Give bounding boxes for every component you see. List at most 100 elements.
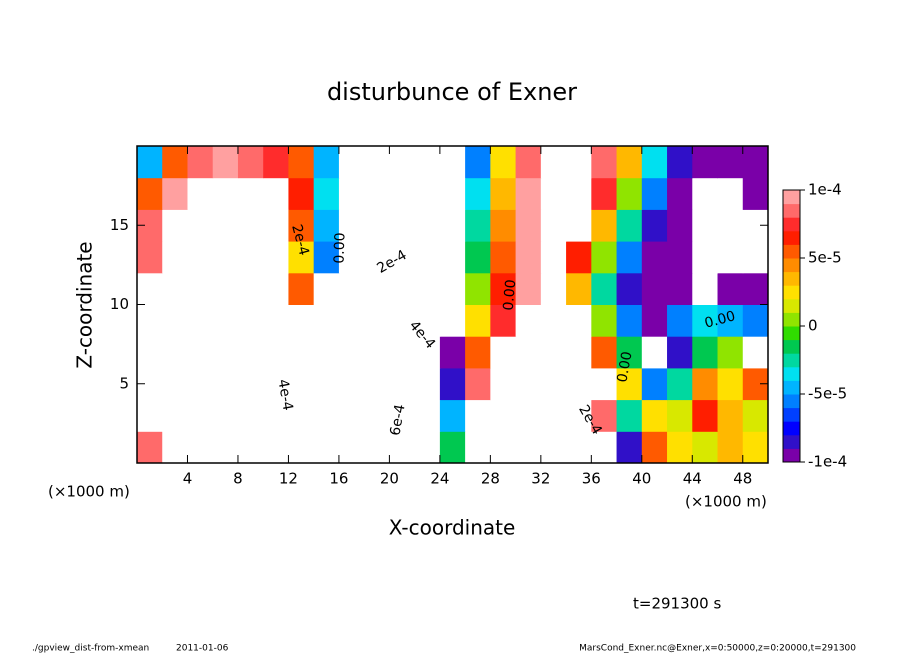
field-cell: [162, 399, 188, 432]
field-cell: [288, 304, 315, 337]
field-cell: [313, 146, 340, 179]
field-cell: [414, 272, 441, 305]
field-cell: [212, 209, 239, 242]
field-cell: [566, 431, 592, 464]
field-cell: [591, 146, 618, 179]
field-cell: [263, 146, 289, 179]
field-cell: [490, 367, 517, 401]
field-cell: [692, 336, 719, 369]
field-cell: [263, 399, 289, 432]
colorbar-tick-label: -1e-4: [808, 453, 847, 471]
field-cell: [667, 241, 693, 274]
chart-title: disturbunce of Exner: [327, 78, 577, 106]
colorbar-band: [783, 217, 800, 232]
field-cell: [263, 209, 289, 242]
field-cell: [641, 241, 668, 274]
colorbar-band: [783, 353, 800, 368]
field-cell: [692, 241, 719, 274]
field-cell: [717, 399, 744, 432]
field-cell: [414, 209, 441, 242]
field-cell: [742, 177, 769, 210]
field-cell: [237, 367, 264, 401]
field-cell: [742, 272, 769, 305]
footer-left: ./gpview_dist-from-xmean: [32, 644, 149, 654]
field-cell: [162, 209, 188, 242]
field-cell: [742, 241, 769, 274]
field-cell: [137, 399, 163, 432]
field-cell: [313, 431, 340, 464]
field-cell: [692, 177, 719, 210]
field-cell: [490, 304, 517, 337]
field-cell: [313, 177, 340, 210]
field-cell: [288, 146, 315, 179]
field-cell: [717, 336, 744, 369]
field-cell: [641, 272, 668, 305]
field-cell: [667, 304, 693, 337]
field-cell: [212, 241, 239, 274]
field-cell: [540, 177, 567, 210]
field-cell: [313, 272, 340, 305]
field-cell: [212, 336, 239, 369]
colorbar-tick-label: 5e-5: [808, 249, 842, 267]
field-cell: [616, 367, 643, 401]
field-cell: [237, 272, 264, 305]
field-cell: [389, 367, 416, 401]
field-cell: [162, 431, 188, 464]
field-cell: [515, 304, 542, 337]
colorbar-tick-label: 1e-4: [808, 181, 842, 199]
field-cell: [389, 272, 416, 305]
field-cell: [237, 431, 264, 464]
field-cell: [465, 336, 491, 369]
field-cell: [313, 209, 340, 242]
field-cell: [137, 272, 163, 305]
field-cell: [591, 399, 618, 432]
field-cell: [137, 304, 163, 337]
field-cell: [187, 336, 214, 369]
field-cell: [439, 209, 466, 242]
x-tick-label: 12: [279, 470, 298, 488]
field-cell: [313, 304, 340, 337]
colorbar-band: [783, 271, 800, 286]
field-cell: [288, 367, 315, 401]
field-cell: [465, 177, 491, 210]
field-cell: [490, 431, 517, 464]
field-cell: [692, 209, 719, 242]
field-cell: [237, 399, 264, 432]
field-cell: [288, 431, 315, 464]
field-cell: [187, 177, 214, 210]
field-cell: [263, 367, 289, 401]
field-cell: [490, 146, 517, 179]
x-tick-label: 4: [183, 470, 193, 488]
field-cell: [616, 241, 643, 274]
field-cell: [540, 431, 567, 464]
x-tick-label: 24: [430, 470, 449, 488]
field-cell: [414, 177, 441, 210]
colorbar-tick-label: -5e-5: [808, 385, 847, 403]
field-cell: [237, 146, 264, 179]
x-tick-label: 40: [632, 470, 651, 488]
field-cell: [616, 272, 643, 305]
field-cell: [288, 241, 315, 274]
field-cell: [137, 177, 163, 210]
colorbar-band: [783, 190, 800, 205]
field-cell: [237, 336, 264, 369]
x-tick-label: 32: [531, 470, 550, 488]
field-cell: [187, 367, 214, 401]
y-tick-label: 10: [110, 295, 129, 313]
field-cell: [439, 146, 466, 179]
field-cell: [338, 146, 365, 179]
field-cell: [591, 209, 618, 242]
field-cell: [515, 272, 542, 305]
colorbar-band: [783, 203, 800, 218]
field-cell: [338, 177, 365, 210]
field-cell: [641, 209, 668, 242]
field-cell: [439, 177, 466, 210]
field-cell: [540, 272, 567, 305]
field-cell: [616, 399, 643, 432]
colorbar-band: [783, 230, 800, 245]
colorbar-tick-label: 0: [808, 317, 818, 335]
y-tick-label: 15: [110, 216, 129, 234]
field-cell: [540, 146, 567, 179]
colorbar-band: [783, 339, 800, 354]
